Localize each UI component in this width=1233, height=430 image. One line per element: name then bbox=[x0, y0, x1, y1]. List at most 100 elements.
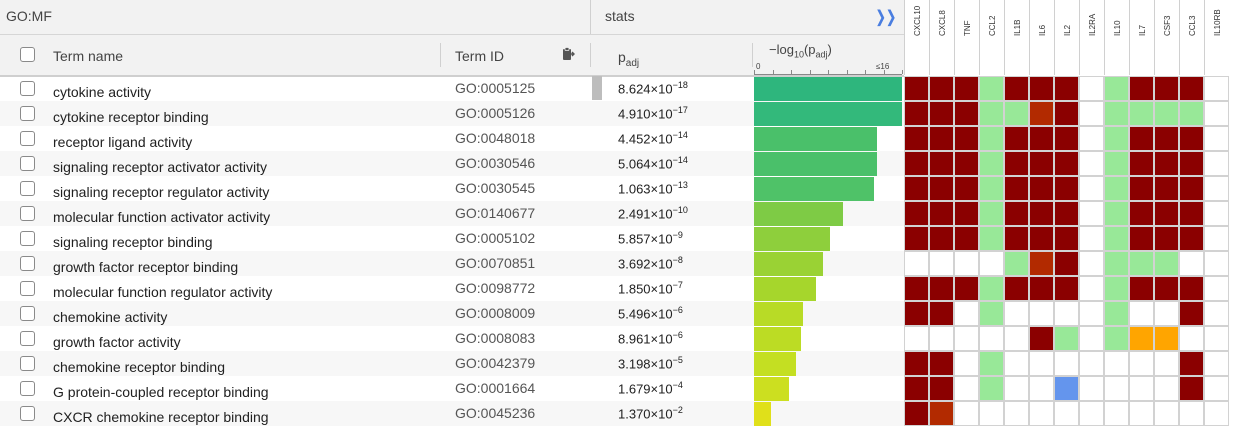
heatmap-cell[interactable] bbox=[1004, 276, 1029, 301]
gene-column-header[interactable]: IL1B bbox=[1004, 0, 1030, 75]
heatmap-cell[interactable] bbox=[904, 176, 929, 201]
heatmap-cell[interactable] bbox=[1179, 276, 1204, 301]
heatmap-cell[interactable] bbox=[904, 401, 929, 426]
heatmap-cell[interactable] bbox=[1204, 401, 1229, 426]
heatmap-cell[interactable] bbox=[1154, 401, 1179, 426]
heatmap-cell[interactable] bbox=[929, 351, 954, 376]
gene-column-header[interactable]: IL2RA bbox=[1079, 0, 1105, 75]
heatmap-cell[interactable] bbox=[1179, 201, 1204, 226]
heatmap-cell[interactable] bbox=[1204, 101, 1229, 126]
heatmap-cell[interactable] bbox=[904, 226, 929, 251]
heatmap-cell[interactable] bbox=[1054, 226, 1079, 251]
term-id[interactable]: GO:0098772 bbox=[455, 280, 536, 296]
heatmap-cell[interactable] bbox=[1179, 126, 1204, 151]
heatmap-cell[interactable] bbox=[1204, 301, 1229, 326]
heatmap-cell[interactable] bbox=[1029, 151, 1054, 176]
heatmap-cell[interactable] bbox=[1104, 176, 1129, 201]
gene-column-header[interactable]: CXCL10 bbox=[904, 0, 930, 75]
heatmap-cell[interactable] bbox=[1129, 251, 1154, 276]
heatmap-cell[interactable] bbox=[954, 301, 979, 326]
heatmap-cell[interactable] bbox=[1054, 301, 1079, 326]
heatmap-cell[interactable] bbox=[1129, 301, 1154, 326]
heatmap-cell[interactable] bbox=[1029, 126, 1054, 151]
term-id-header[interactable]: Term ID bbox=[455, 48, 504, 64]
heatmap-cell[interactable] bbox=[929, 76, 954, 101]
heatmap-cell[interactable] bbox=[1054, 276, 1079, 301]
term-name[interactable]: growth factor receptor binding bbox=[53, 259, 239, 275]
gene-column-header[interactable]: CCL3 bbox=[1179, 0, 1205, 75]
term-name-header[interactable]: Term name bbox=[53, 48, 124, 64]
heatmap-cell[interactable] bbox=[1129, 401, 1154, 426]
heatmap-cell[interactable] bbox=[929, 326, 954, 351]
heatmap-cell[interactable] bbox=[1179, 401, 1204, 426]
heatmap-cell[interactable] bbox=[1179, 151, 1204, 176]
heatmap-cell[interactable] bbox=[1179, 76, 1204, 101]
heatmap-cell[interactable] bbox=[1029, 376, 1054, 401]
term-name[interactable]: receptor ligand activity bbox=[53, 134, 193, 150]
heatmap-cell[interactable] bbox=[1004, 301, 1029, 326]
heatmap-cell[interactable] bbox=[904, 326, 929, 351]
heatmap-cell[interactable] bbox=[1204, 351, 1229, 376]
term-id[interactable]: GO:0005102 bbox=[455, 230, 536, 246]
heatmap-cell[interactable] bbox=[979, 326, 1004, 351]
heatmap-cell[interactable] bbox=[1029, 301, 1054, 326]
heatmap-cell[interactable] bbox=[1054, 126, 1079, 151]
heatmap-cell[interactable] bbox=[1104, 326, 1129, 351]
heatmap-cell[interactable] bbox=[929, 226, 954, 251]
heatmap-cell[interactable] bbox=[1129, 376, 1154, 401]
heatmap-cell[interactable] bbox=[1079, 101, 1104, 126]
heatmap-cell[interactable] bbox=[1079, 151, 1104, 176]
heatmap-cell[interactable] bbox=[954, 326, 979, 351]
term-id[interactable]: GO:0001664 bbox=[455, 380, 536, 396]
term-name[interactable]: CXCR chemokine receptor binding bbox=[53, 409, 269, 425]
heatmap-cell[interactable] bbox=[1104, 101, 1129, 126]
heatmap-cell[interactable] bbox=[1129, 201, 1154, 226]
heatmap-cell[interactable] bbox=[904, 201, 929, 226]
term-name[interactable]: signaling receptor binding bbox=[53, 234, 213, 250]
heatmap-cell[interactable] bbox=[1154, 101, 1179, 126]
heatmap-cell[interactable] bbox=[929, 401, 954, 426]
heatmap-cell[interactable] bbox=[1054, 101, 1079, 126]
heatmap-cell[interactable] bbox=[929, 251, 954, 276]
heatmap-cell[interactable] bbox=[1054, 401, 1079, 426]
heatmap-cell[interactable] bbox=[954, 351, 979, 376]
heatmap-cell[interactable] bbox=[1004, 226, 1029, 251]
heatmap-cell[interactable] bbox=[1154, 201, 1179, 226]
heatmap-cell[interactable] bbox=[1204, 201, 1229, 226]
heatmap-cell[interactable] bbox=[1129, 151, 1154, 176]
table-row[interactable]: receptor ligand activity GO:0048018 4.452×… bbox=[0, 126, 904, 151]
term-name[interactable]: cytokine activity bbox=[53, 84, 152, 100]
heatmap-cell[interactable] bbox=[1204, 251, 1229, 276]
heatmap-cell[interactable] bbox=[1079, 76, 1104, 101]
heatmap-cell[interactable] bbox=[1129, 326, 1154, 351]
heatmap-cell[interactable] bbox=[1054, 151, 1079, 176]
heatmap-cell[interactable] bbox=[1079, 201, 1104, 226]
heatmap-cell[interactable] bbox=[1079, 176, 1104, 201]
table-row[interactable]: molecular function regulator activity GO:… bbox=[0, 276, 904, 301]
heatmap-cell[interactable] bbox=[1204, 151, 1229, 176]
heatmap-cell[interactable] bbox=[1079, 276, 1104, 301]
table-row[interactable]: signaling receptor regulator activity GO:… bbox=[0, 176, 904, 201]
gene-column-header[interactable]: IL6 bbox=[1029, 0, 1055, 75]
gene-column-header[interactable]: TNF bbox=[954, 0, 980, 75]
heatmap-cell[interactable] bbox=[1004, 101, 1029, 126]
heatmap-cell[interactable] bbox=[1029, 351, 1054, 376]
row-checkbox[interactable] bbox=[20, 256, 35, 271]
term-id[interactable]: GO:0030545 bbox=[455, 180, 536, 196]
heatmap-cell[interactable] bbox=[954, 126, 979, 151]
heatmap-cell[interactable] bbox=[1079, 301, 1104, 326]
padj-header[interactable]: padj bbox=[618, 49, 639, 69]
heatmap-cell[interactable] bbox=[1154, 301, 1179, 326]
heatmap-cell[interactable] bbox=[1104, 226, 1129, 251]
heatmap-cell[interactable] bbox=[1104, 76, 1129, 101]
table-row[interactable]: growth factor activity GO:0008083 8.961×10… bbox=[0, 326, 904, 351]
heatmap-cell[interactable] bbox=[1029, 401, 1054, 426]
heatmap-cell[interactable] bbox=[1004, 351, 1029, 376]
row-checkbox[interactable] bbox=[20, 356, 35, 371]
heatmap-cell[interactable] bbox=[1079, 126, 1104, 151]
heatmap-cell[interactable] bbox=[979, 351, 1004, 376]
heatmap-cell[interactable] bbox=[1104, 201, 1129, 226]
heatmap-cell[interactable] bbox=[904, 301, 929, 326]
heatmap-cell[interactable] bbox=[954, 251, 979, 276]
double-chevron-right-icon[interactable]: ❭❭ bbox=[874, 9, 898, 26]
